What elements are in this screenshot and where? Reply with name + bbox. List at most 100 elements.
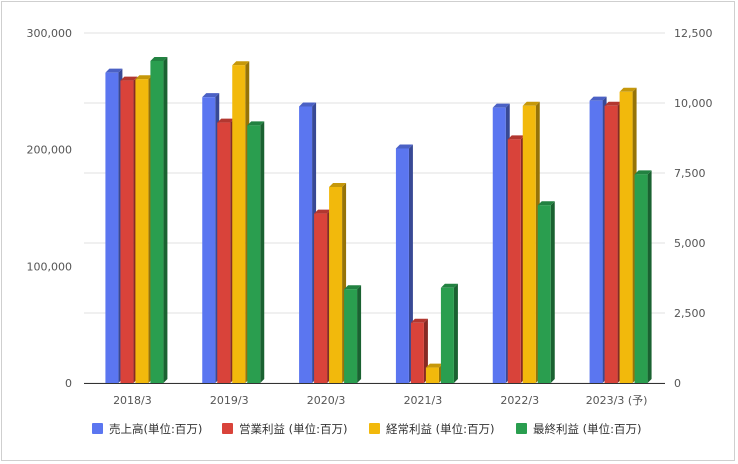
bar-top-face	[410, 318, 428, 323]
bar-top-face	[314, 209, 332, 214]
bar-0-2	[135, 75, 153, 383]
bar-front-face	[634, 174, 648, 383]
bar-4-3	[537, 201, 555, 383]
bar-top-face	[217, 118, 235, 123]
bar-front-face	[604, 105, 618, 384]
right-axis-tick-label: 0	[674, 377, 681, 390]
right-axis-tick-label: 12,500	[674, 27, 713, 40]
bar-front-face	[314, 213, 328, 383]
bar-front-face	[299, 106, 313, 383]
bar-top-face	[425, 363, 443, 368]
bar-front-face	[150, 61, 164, 383]
bar-top-face	[440, 283, 458, 288]
legend-item: 経常利益 (単位:百万)	[369, 422, 495, 436]
bar-0-1	[120, 76, 138, 383]
bar-top-face	[344, 285, 362, 290]
bar-top-face	[604, 101, 622, 106]
bar-3-0	[395, 144, 413, 383]
bar-front-face	[425, 367, 439, 383]
bar-3-2	[425, 363, 443, 383]
bar-3-3	[440, 283, 458, 383]
bar-side-face	[550, 201, 555, 383]
bar-2-3	[344, 285, 362, 383]
bar-top-face	[299, 102, 317, 107]
legend-swatch	[92, 423, 103, 434]
left-axis-tick-label: 0	[65, 377, 72, 390]
right-axis-tick-label: 5,000	[674, 237, 706, 250]
bar-4-2	[522, 101, 540, 384]
bar-top-face	[507, 135, 525, 140]
bar-top-face	[135, 75, 153, 80]
bar-top-face	[589, 96, 607, 101]
bar-5-1	[604, 101, 622, 384]
bar-3-1	[410, 318, 428, 383]
bar-top-face	[522, 101, 540, 106]
left-axis-tick-labels: 0 100,000 200,000 300,000	[27, 27, 73, 390]
bar-top-face	[247, 121, 265, 126]
bar-front-face	[395, 148, 409, 383]
bar-top-face	[395, 144, 413, 149]
x-axis-tick-label: 2023/3 (予)	[586, 394, 648, 407]
legend-item: 売上高(単位:百万)	[92, 422, 202, 436]
bar-front-face	[232, 65, 246, 383]
bar-front-face	[537, 205, 551, 383]
bar-1-3	[247, 121, 265, 384]
bar-top-face	[537, 201, 555, 206]
bar-side-face	[260, 121, 265, 384]
right-axis-tick-label: 2,500	[674, 307, 706, 320]
bar-front-face	[202, 97, 216, 384]
bar-front-face	[619, 91, 633, 384]
x-axis-tick-label: 2019/3	[210, 394, 249, 407]
right-axis-tick-label: 7,500	[674, 167, 706, 180]
legend-swatch	[222, 423, 233, 434]
x-axis-tick-label: 2018/3	[113, 394, 152, 407]
bar-top-face	[105, 68, 123, 73]
bar-4-0	[492, 103, 510, 384]
legend-item: 営業利益 (単位:百万)	[222, 422, 348, 436]
bar-top-face	[492, 103, 510, 108]
bar-front-face	[507, 139, 521, 383]
bar-front-face	[217, 122, 231, 383]
bar-top-face	[619, 87, 637, 92]
left-axis-tick-label: 100,000	[27, 260, 73, 273]
x-axis-tick-label: 2022/3	[500, 394, 539, 407]
legend-label: 最終利益 (単位:百万)	[533, 422, 642, 436]
bar-4-1	[507, 135, 525, 383]
bar-front-face	[135, 79, 149, 383]
bar-0-0	[105, 68, 123, 384]
bar-front-face	[105, 72, 119, 384]
bar-1-1	[217, 118, 235, 383]
bar-front-face	[522, 105, 536, 384]
bar-5-3	[634, 170, 652, 383]
bar-front-face	[247, 125, 261, 384]
bar-top-face	[150, 57, 168, 61]
bar-5-2	[619, 87, 637, 384]
left-axis-tick-label: 300,000	[27, 27, 73, 40]
bar-front-face	[492, 107, 506, 384]
bar-side-face	[453, 283, 458, 383]
legend-item: 最終利益 (単位:百万)	[516, 422, 642, 436]
x-axis-tick-labels: 2018/3 2019/3 2020/3 2021/3 2022/3 2023/3 (予)	[113, 394, 647, 407]
x-axis-tick-label: 2020/3	[307, 394, 346, 407]
right-axis-tick-label: 10,000	[674, 97, 713, 110]
bar-top-face	[634, 170, 652, 175]
gridlines	[84, 32, 665, 384]
bar-0-3	[150, 57, 168, 383]
bar-1-2	[232, 61, 250, 383]
right-axis-tick-labels: 0 2,500 5,000 7,500 10,000 12,500	[674, 27, 713, 390]
legend-swatch	[516, 423, 527, 434]
left-axis-tick-label: 200,000	[27, 144, 73, 157]
bar-2-0	[299, 102, 317, 383]
legend: 売上高(単位:百万) 営業利益 (単位:百万) 経常利益 (単位:百万) 最終利益 (…	[92, 422, 642, 436]
bar-1-0	[202, 93, 220, 384]
bar-front-face	[410, 322, 424, 383]
legend-label: 売上高(単位:百万)	[109, 422, 202, 436]
bar-2-1	[314, 209, 332, 383]
bar-5-0	[589, 96, 607, 384]
bar-side-face	[647, 170, 652, 383]
legend-swatch	[369, 423, 380, 434]
legend-label: 営業利益 (単位:百万)	[239, 422, 348, 436]
bar-side-face	[357, 285, 362, 383]
bar-top-face	[120, 76, 138, 81]
